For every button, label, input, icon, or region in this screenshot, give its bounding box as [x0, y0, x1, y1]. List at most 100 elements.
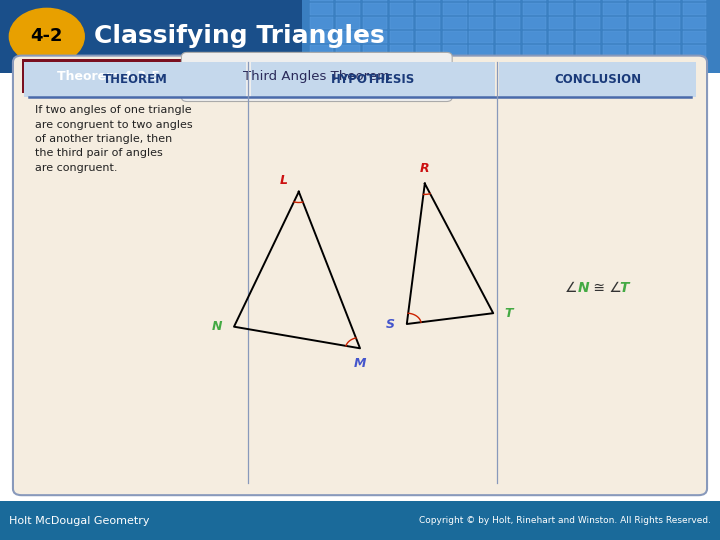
FancyBboxPatch shape	[549, 0, 573, 1]
FancyBboxPatch shape	[603, 31, 626, 43]
FancyBboxPatch shape	[336, 45, 360, 57]
FancyBboxPatch shape	[416, 31, 440, 43]
FancyBboxPatch shape	[310, 0, 333, 1]
FancyBboxPatch shape	[656, 59, 680, 71]
FancyBboxPatch shape	[603, 0, 626, 1]
Text: 4-2: 4-2	[30, 28, 63, 45]
FancyBboxPatch shape	[363, 45, 387, 57]
FancyBboxPatch shape	[656, 17, 680, 29]
Text: T: T	[505, 307, 513, 320]
FancyBboxPatch shape	[469, 59, 493, 71]
Text: ∠: ∠	[565, 281, 577, 294]
FancyBboxPatch shape	[523, 17, 546, 29]
FancyBboxPatch shape	[603, 45, 626, 57]
FancyBboxPatch shape	[603, 17, 626, 29]
FancyBboxPatch shape	[336, 59, 360, 71]
FancyBboxPatch shape	[549, 59, 573, 71]
FancyBboxPatch shape	[310, 17, 333, 29]
FancyBboxPatch shape	[390, 59, 413, 71]
FancyBboxPatch shape	[363, 31, 387, 43]
FancyBboxPatch shape	[443, 45, 467, 57]
FancyBboxPatch shape	[629, 59, 653, 71]
Text: Copyright © by Holt, Rinehart and Winston. All Rights Reserved.: Copyright © by Holt, Rinehart and Winsto…	[419, 516, 711, 525]
Text: M: M	[354, 357, 366, 370]
FancyBboxPatch shape	[469, 3, 493, 15]
Text: HYPOTHESIS: HYPOTHESIS	[330, 73, 415, 86]
FancyBboxPatch shape	[576, 17, 600, 29]
FancyBboxPatch shape	[683, 59, 706, 71]
FancyBboxPatch shape	[549, 17, 573, 29]
FancyBboxPatch shape	[576, 59, 600, 71]
FancyBboxPatch shape	[363, 3, 387, 15]
FancyBboxPatch shape	[469, 45, 493, 57]
FancyBboxPatch shape	[469, 17, 493, 29]
Text: R: R	[420, 162, 430, 175]
FancyBboxPatch shape	[363, 0, 387, 1]
FancyBboxPatch shape	[390, 3, 413, 15]
FancyBboxPatch shape	[443, 0, 467, 1]
FancyBboxPatch shape	[22, 59, 194, 93]
FancyBboxPatch shape	[683, 45, 706, 57]
FancyBboxPatch shape	[603, 59, 626, 71]
FancyBboxPatch shape	[629, 0, 653, 1]
FancyBboxPatch shape	[390, 0, 413, 1]
FancyBboxPatch shape	[416, 45, 440, 57]
Text: Theorem 4-2-5: Theorem 4-2-5	[56, 70, 160, 83]
FancyBboxPatch shape	[496, 45, 520, 57]
FancyBboxPatch shape	[683, 0, 706, 1]
FancyBboxPatch shape	[683, 3, 706, 15]
Text: Holt McDougal Geometry: Holt McDougal Geometry	[9, 516, 149, 525]
FancyBboxPatch shape	[496, 17, 520, 29]
FancyBboxPatch shape	[496, 59, 520, 71]
FancyBboxPatch shape	[443, 3, 467, 15]
FancyBboxPatch shape	[310, 3, 333, 15]
FancyBboxPatch shape	[656, 0, 680, 1]
FancyBboxPatch shape	[656, 45, 680, 57]
FancyBboxPatch shape	[13, 56, 707, 495]
Text: S: S	[386, 318, 395, 330]
Text: T: T	[619, 281, 629, 294]
FancyBboxPatch shape	[336, 0, 360, 1]
FancyBboxPatch shape	[336, 3, 360, 15]
FancyBboxPatch shape	[443, 31, 467, 43]
FancyBboxPatch shape	[523, 59, 546, 71]
FancyBboxPatch shape	[656, 3, 680, 15]
Circle shape	[9, 8, 84, 64]
FancyBboxPatch shape	[310, 31, 333, 43]
FancyBboxPatch shape	[496, 3, 520, 15]
FancyBboxPatch shape	[0, 501, 720, 540]
FancyBboxPatch shape	[683, 31, 706, 43]
Text: If two angles of one triangle
are congruent to two angles
of another triangle, t: If two angles of one triangle are congru…	[35, 105, 192, 173]
FancyBboxPatch shape	[523, 31, 546, 43]
FancyBboxPatch shape	[336, 17, 360, 29]
FancyBboxPatch shape	[390, 17, 413, 29]
FancyBboxPatch shape	[683, 17, 706, 29]
FancyBboxPatch shape	[523, 45, 546, 57]
Text: N: N	[578, 281, 590, 294]
FancyBboxPatch shape	[416, 3, 440, 15]
Text: Third Angles Theorem: Third Angles Theorem	[243, 70, 390, 84]
FancyBboxPatch shape	[523, 3, 546, 15]
FancyBboxPatch shape	[390, 45, 413, 57]
FancyBboxPatch shape	[0, 0, 302, 73]
FancyBboxPatch shape	[549, 31, 573, 43]
FancyBboxPatch shape	[629, 45, 653, 57]
FancyBboxPatch shape	[310, 45, 333, 57]
Text: N: N	[212, 320, 222, 333]
FancyBboxPatch shape	[629, 31, 653, 43]
FancyBboxPatch shape	[363, 59, 387, 71]
FancyBboxPatch shape	[310, 59, 333, 71]
FancyBboxPatch shape	[363, 17, 387, 29]
FancyBboxPatch shape	[24, 62, 246, 97]
Text: CONCLUSION: CONCLUSION	[554, 73, 642, 86]
FancyBboxPatch shape	[496, 31, 520, 43]
FancyBboxPatch shape	[469, 0, 493, 1]
FancyBboxPatch shape	[576, 31, 600, 43]
Text: ≅ ∠: ≅ ∠	[589, 281, 622, 294]
FancyBboxPatch shape	[251, 62, 495, 97]
Text: THEOREM: THEOREM	[102, 73, 168, 86]
FancyBboxPatch shape	[576, 3, 600, 15]
FancyBboxPatch shape	[181, 52, 452, 102]
FancyBboxPatch shape	[549, 3, 573, 15]
FancyBboxPatch shape	[336, 31, 360, 43]
